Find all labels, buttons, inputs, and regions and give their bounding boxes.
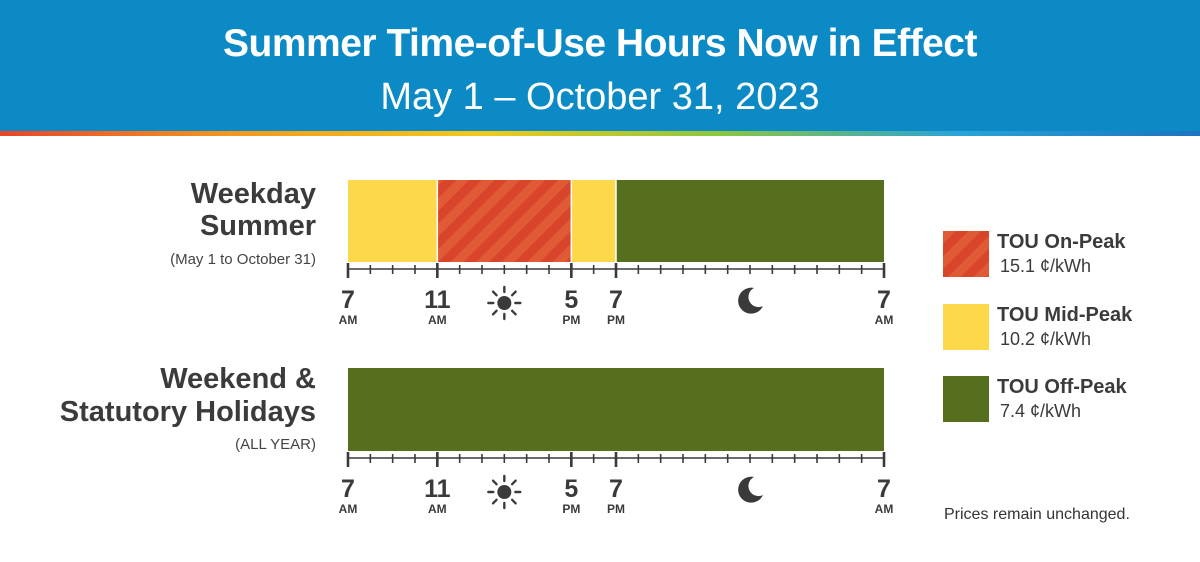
row1-tick-ampm: PM [607,502,625,516]
legend-off-peak-price: 7.4 ¢/kWh [1000,401,1082,421]
row0-segment-on-peak [437,180,572,262]
row1-tick-ampm: AM [875,502,894,516]
weekday-note: (May 1 to October 31) [170,251,316,268]
sun-icon [487,474,522,510]
row1-tick-ampm: AM [428,502,447,516]
moon-icon [738,476,763,503]
legend-mid-peak-name: TOU Mid-Peak [997,304,1133,326]
legend-off-peak-name: TOU Off-Peak [997,376,1127,398]
sun-icon [487,285,522,321]
moon-icon [738,287,763,314]
row1-tick-label: 7 [341,475,355,503]
legend-swatch-on-peak [943,231,989,277]
row0-segment-off-peak [616,180,884,262]
header-banner [0,0,1200,132]
row0-tick-label: 11 [424,286,451,314]
weekday-label-line1: Weekday [190,178,316,210]
row0-tick-label: 5 [564,286,578,314]
weekday-label-line2: Summer [199,210,316,242]
row0-segment-mid-peak [571,180,616,262]
row0-tick-label: 7 [341,286,355,314]
row1-tick-label: 11 [424,475,451,503]
row0-segment-mid-peak [348,180,438,262]
prices-note: Prices remain unchanged. [944,506,1130,523]
row1-tick-label: 7 [877,475,891,503]
legend-mid-peak-price: 10.2 ¢/kWh [1000,329,1092,349]
weekend-note: (ALL YEAR) [235,436,316,453]
row1-tick-ampm: AM [339,502,358,516]
legend-on-peak-name: TOU On-Peak [997,231,1126,253]
row0-tick-ampm: AM [428,313,447,327]
page-title: Summer Time-of-Use Hours Now in Effect [223,22,977,65]
row0-tick-ampm: AM [339,313,358,327]
row0-tick-label: 7 [877,286,891,314]
row0-tick-label: 7 [609,286,623,314]
row1-tick-label: 7 [609,475,623,503]
row1-tick-label: 5 [564,475,578,503]
header-rainbow-stripe [0,131,1200,136]
legend-swatch-mid-peak [943,304,989,350]
row0-tick-ampm: PM [562,313,580,327]
row1-segment-off-peak [348,368,884,451]
legend-on-peak-price: 15.1 ¢/kWh [1000,256,1092,276]
page-subtitle: May 1 – October 31, 2023 [380,76,820,118]
row0-tick-ampm: AM [875,313,894,327]
weekend-label-line2: Statutory Holidays [59,396,316,428]
weekend-label-line1: Weekend & [160,363,316,395]
row1-tick-ampm: PM [562,502,580,516]
row0-tick-ampm: PM [607,313,625,327]
legend-swatch-off-peak [943,376,989,422]
